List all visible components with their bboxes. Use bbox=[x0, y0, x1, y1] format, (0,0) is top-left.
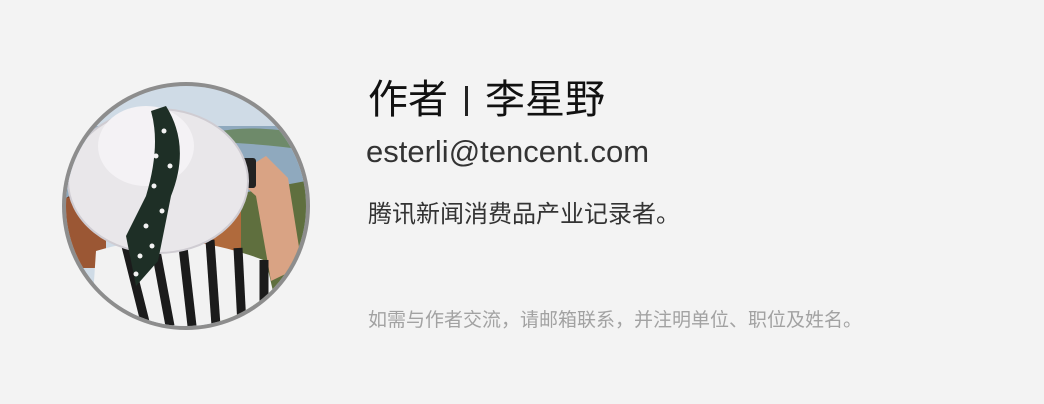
author-avatar bbox=[66, 86, 306, 326]
title-separator bbox=[465, 86, 468, 116]
author-email: esterli@tencent.com bbox=[366, 134, 650, 169]
author-name: 李星野 bbox=[485, 77, 605, 123]
author-label: 作者 bbox=[368, 77, 448, 123]
author-heading: 作者 李星野 bbox=[368, 74, 605, 126]
author-bio: 腾讯新闻消费品产业记录者。 bbox=[368, 200, 680, 228]
contact-note: 如需与作者交流，请邮箱联系，并注明单位、职位及姓名。 bbox=[368, 309, 863, 331]
avatar-frame bbox=[62, 82, 310, 330]
